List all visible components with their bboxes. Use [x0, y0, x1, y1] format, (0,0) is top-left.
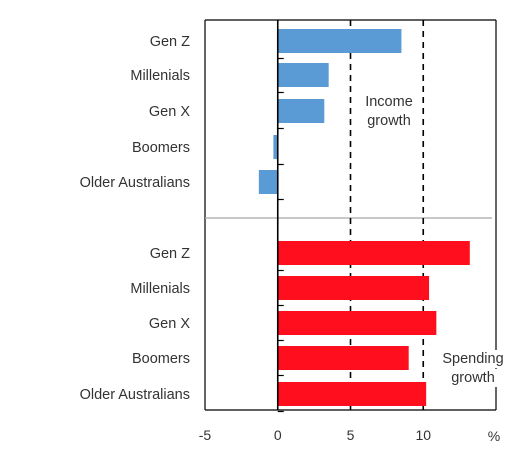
category-label: Millenials — [130, 68, 190, 84]
x-tick-label: 10 — [415, 427, 431, 443]
x-tick-labels: -5 0 5 10% — [199, 427, 500, 444]
bar-income-4 — [258, 170, 278, 194]
annotation-backdrop — [362, 112, 416, 130]
category-label: Millenials — [130, 281, 190, 297]
bars — [258, 29, 470, 406]
category-label: Gen X — [149, 104, 190, 120]
category-label: Gen X — [149, 316, 190, 332]
category-label: Gen Z — [150, 246, 190, 262]
annotation-income: growth — [367, 113, 411, 129]
category-label: Boomers — [132, 140, 190, 156]
category-label: Gen Z — [150, 34, 190, 50]
bar-spending-1 — [277, 276, 430, 300]
category-label: Older Australians — [80, 387, 190, 403]
x-tick-label: 0 — [274, 427, 282, 443]
reference-lines — [349, 20, 425, 410]
bar-spending-2 — [277, 311, 437, 335]
bar-income-3 — [273, 135, 278, 159]
x-unit-label: % — [488, 428, 500, 444]
category-label: Boomers — [132, 351, 190, 367]
annotation-backdrop — [362, 93, 416, 111]
bar-spending-3 — [277, 346, 409, 370]
annotation-spending: growth — [451, 370, 495, 386]
zero-axis — [276, 20, 284, 413]
annotation-backdrop — [446, 369, 500, 387]
x-tick-label: -5 — [199, 427, 212, 443]
bar-income-0 — [277, 29, 402, 53]
annotation-spending: Spending — [442, 351, 503, 367]
category-labels: Gen Z Millenials Gen X Boomers Older Austral… — [80, 34, 191, 403]
bar-spending-4 — [277, 382, 427, 406]
category-label: Older Australians — [80, 175, 190, 191]
annotation-income: Income — [365, 94, 413, 110]
bar-spending-0 — [277, 241, 470, 265]
annotations: Income growth Spending growth — [362, 93, 509, 387]
annotation-backdrop — [437, 350, 509, 368]
bar-income-1 — [277, 63, 329, 87]
bar-income-2 — [277, 99, 325, 123]
x-tick-label: 5 — [347, 427, 355, 443]
